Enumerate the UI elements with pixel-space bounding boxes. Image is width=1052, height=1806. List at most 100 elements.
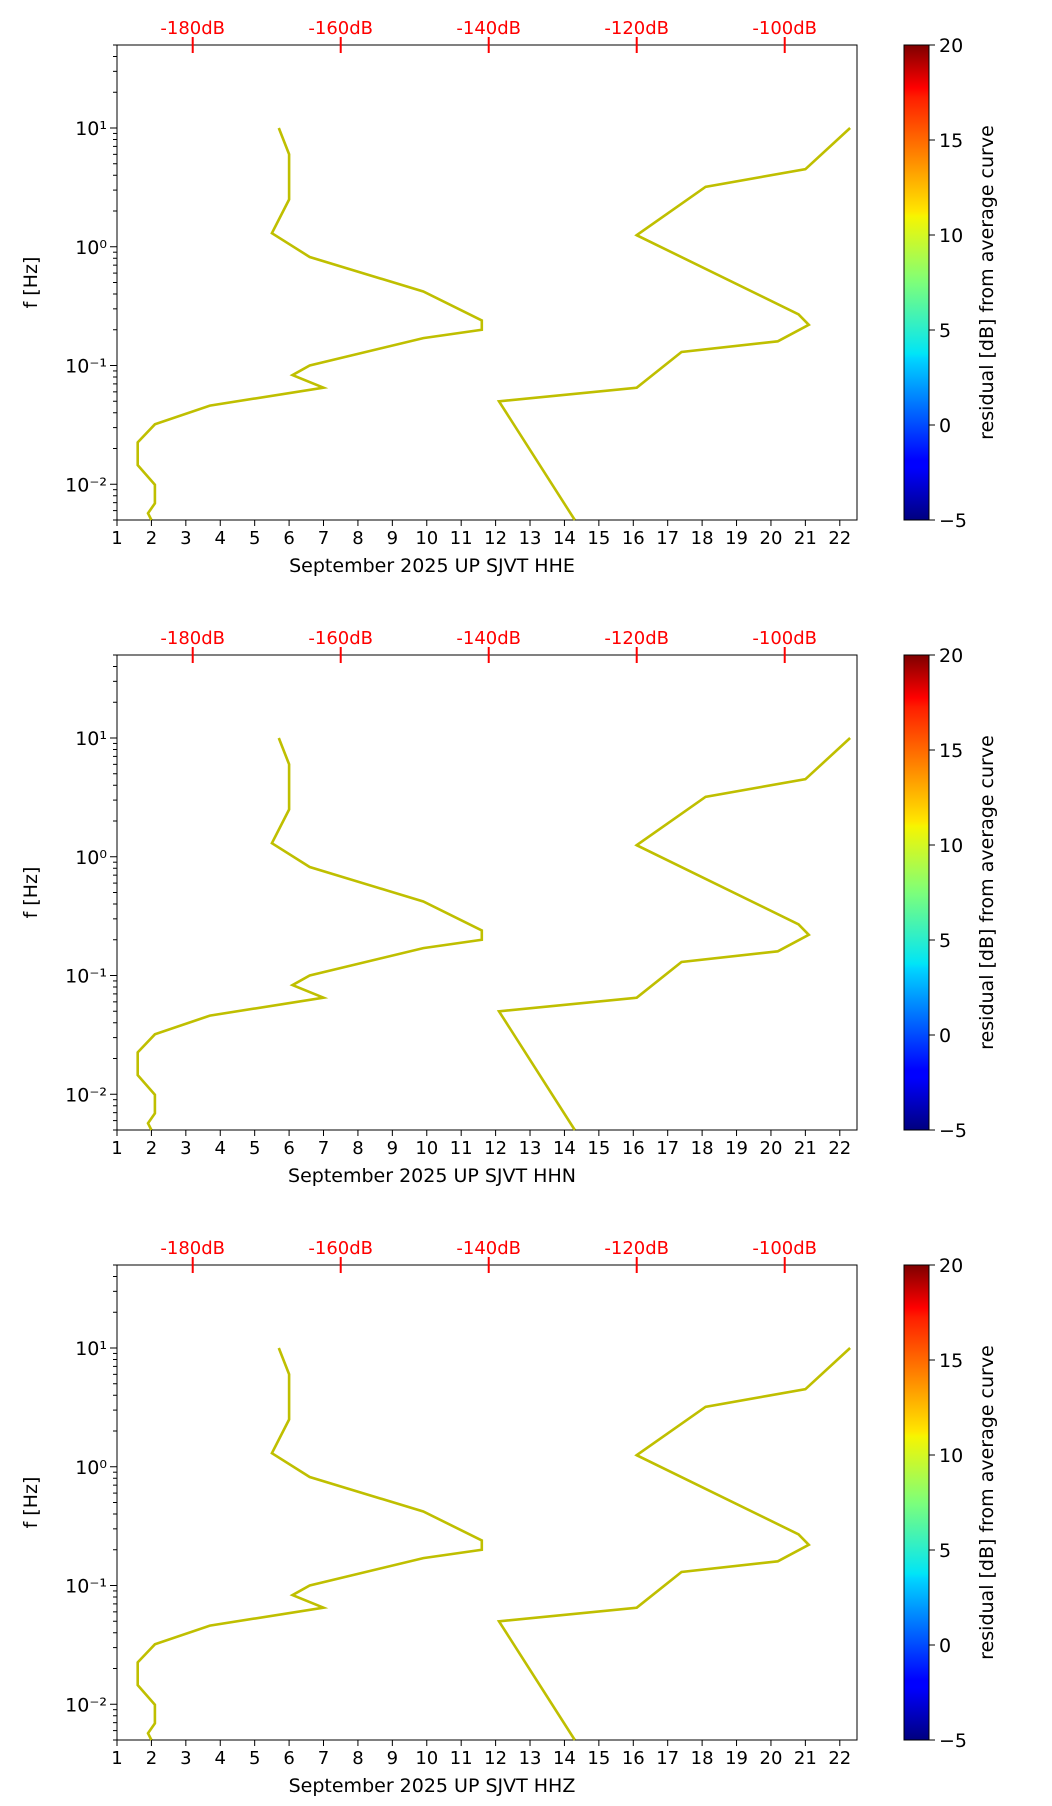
colorbar-tick-label: 20	[939, 1255, 963, 1277]
x-tick-label: 15	[587, 1748, 610, 1769]
plot-frame	[116, 654, 858, 1131]
x-tick-label: 1	[111, 1138, 122, 1159]
x-tick-label: 20	[760, 1138, 783, 1159]
x-tick-label: 21	[794, 1748, 817, 1769]
top-tick-label: -140dB	[456, 18, 521, 39]
y-tick-label: 10¹	[75, 118, 107, 140]
colorbar-tick-label: 5	[939, 320, 951, 342]
colorbar-label: residual [dB] from average curve	[976, 125, 998, 440]
colorbar: −5 0 5 10 15 20 residual [dB] from average cur…	[903, 35, 998, 532]
colorbar-tick-label: −5	[939, 1120, 967, 1142]
y-tick-label: 10⁻²	[65, 474, 107, 496]
x-tick-label: 12	[484, 1748, 507, 1769]
x-tick-label: 5	[249, 1748, 260, 1769]
x-tick-label: 1	[111, 1748, 122, 1769]
y-tick-label: 10⁻¹	[65, 966, 107, 988]
x-tick-label: 13	[519, 1748, 542, 1769]
x-tick-label: 5	[249, 528, 260, 549]
x-tick-label: 12	[484, 1138, 507, 1159]
x-tick-label: 4	[215, 1748, 226, 1769]
x-tick-label: 10	[415, 1748, 438, 1769]
x-tick-label: 14	[553, 1748, 576, 1769]
x-tick-label: 2	[146, 528, 157, 549]
colorbar-label: residual [dB] from average curve	[976, 1345, 998, 1660]
y-tick-label: 10⁰	[75, 847, 107, 869]
x-tick-label: 18	[691, 1748, 714, 1769]
x-tick-label: 21	[794, 528, 817, 549]
x-tick-label: 18	[691, 1138, 714, 1159]
x-tick-label: 21	[794, 1138, 817, 1159]
y-tick-label: 10⁻²	[65, 1694, 107, 1716]
x-tick-label: 9	[387, 1748, 398, 1769]
x-tick-label: 22	[828, 528, 851, 549]
x-tick-label: 22	[828, 1138, 851, 1159]
x-tick-label: 19	[725, 1748, 748, 1769]
y-tick-label: 10¹	[75, 728, 107, 750]
x-tick-label: 16	[622, 528, 645, 549]
x-tick-label: 7	[318, 528, 329, 549]
x-tick-label: 6	[283, 1138, 294, 1159]
colorbar-tick-label: 10	[939, 835, 963, 857]
chart-panel-hhe: 1 2 3 4 5 6 7 8 9 10 11 12 13 14 15 16 17 18 19 20 21 22-180d…	[20, 18, 998, 577]
x-tick-label: 17	[656, 1138, 679, 1159]
y-axis-label: f [Hz]	[20, 1477, 42, 1529]
x-tick-label: 2	[146, 1748, 157, 1769]
colorbar-tick-label: 5	[939, 930, 951, 952]
x-tick-label: 4	[215, 1138, 226, 1159]
colorbar-tick-label: 5	[939, 1540, 951, 1562]
x-tick-label: 18	[691, 528, 714, 549]
x-tick-label: 8	[352, 1748, 363, 1769]
top-tick-label: -100dB	[752, 18, 817, 39]
series-line-1	[136, 737, 484, 1131]
top-tick-label: -160dB	[308, 18, 373, 39]
top-tick-label: -140dB	[456, 1238, 521, 1259]
colorbar: −5 0 5 10 15 20 residual [dB] from average cur…	[903, 1255, 998, 1752]
colorbar-tick-label: 15	[939, 740, 963, 762]
x-tick-label: 6	[283, 528, 294, 549]
y-tick-label: 10⁻¹	[65, 356, 107, 378]
colorbar-gradient	[903, 654, 930, 1131]
x-tick-label: 2	[146, 1138, 157, 1159]
x-tick-label: 12	[484, 528, 507, 549]
x-tick-label: 17	[656, 528, 679, 549]
colorbar-tick-label: 10	[939, 1445, 963, 1467]
top-tick-label: -180dB	[160, 628, 225, 649]
x-tick-label: 19	[725, 528, 748, 549]
y-tick-label: 10¹	[75, 1338, 107, 1360]
colorbar-label: residual [dB] from average curve	[976, 735, 998, 1050]
y-tick-label: 10⁰	[75, 237, 107, 259]
x-tick-label: 3	[180, 1138, 191, 1159]
series-line-2	[496, 737, 851, 1131]
top-tick-label: -100dB	[752, 628, 817, 649]
x-tick-label: 20	[760, 528, 783, 549]
x-tick-label: 11	[450, 1138, 473, 1159]
y-tick-label: 10⁻¹	[65, 1576, 107, 1598]
top-tick-label: -140dB	[456, 628, 521, 649]
colorbar-tick-label: 15	[939, 130, 963, 152]
x-tick-label: 8	[352, 528, 363, 549]
series-line-1	[136, 1347, 484, 1741]
chart-panel-hhz: 1 2 3 4 5 6 7 8 9 10 11 12 13 14 15 16 17 18 19 20 21 22-180d…	[20, 1238, 998, 1797]
top-tick-label: -120dB	[604, 628, 669, 649]
x-tick-label: 10	[415, 1138, 438, 1159]
x-tick-label: 1	[111, 528, 122, 549]
x-tick-label: 22	[828, 1748, 851, 1769]
colorbar-tick-label: −5	[939, 1730, 967, 1752]
x-tick-label: 14	[553, 1138, 576, 1159]
x-tick-label: 15	[587, 528, 610, 549]
plot-frame	[116, 1264, 858, 1741]
colorbar-tick-label: 15	[939, 1350, 963, 1372]
y-tick-label: 10⁰	[75, 1457, 107, 1479]
x-tick-label: 16	[622, 1748, 645, 1769]
top-tick-label: -160dB	[308, 628, 373, 649]
x-tick-label: 3	[180, 1748, 191, 1769]
top-tick-label: -120dB	[604, 1238, 669, 1259]
x-tick-label: 8	[352, 1138, 363, 1159]
colorbar-tick-label: 10	[939, 225, 963, 247]
plot-frame	[116, 44, 858, 521]
x-axis-label: September 2025 UP SJVT HHN	[288, 1165, 576, 1187]
colorbar-tick-label: 0	[939, 415, 951, 437]
chart-panel-hhn: 1 2 3 4 5 6 7 8 9 10 11 12 13 14 15 16 17 18 19 20 21 22-180d…	[20, 628, 998, 1187]
top-tick-label: -180dB	[160, 1238, 225, 1259]
